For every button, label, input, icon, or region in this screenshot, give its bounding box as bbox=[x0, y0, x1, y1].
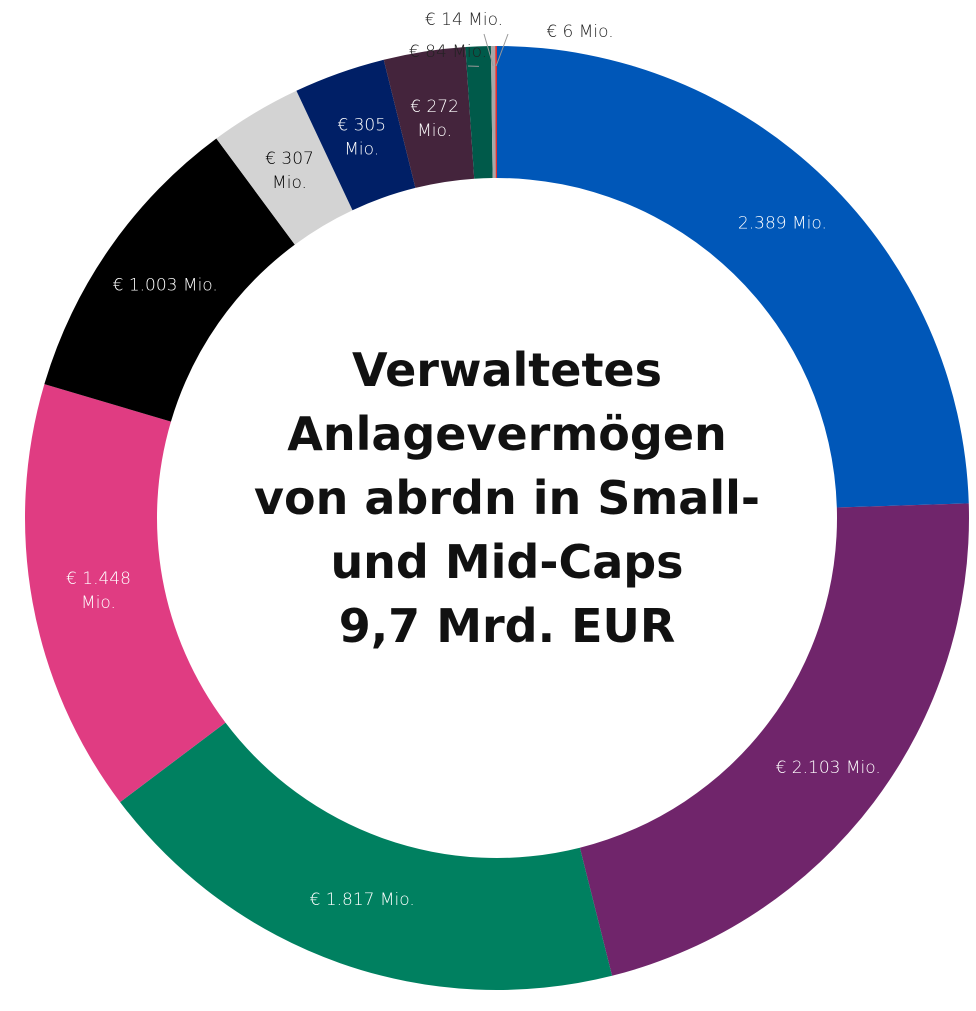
data-label: € 6 Mio. bbox=[546, 22, 613, 42]
data-label-line: Mio. bbox=[417, 121, 452, 141]
slice bbox=[24, 384, 226, 803]
chart-title: Verwaltetes Anlagevermögen von abrdn in … bbox=[254, 343, 760, 589]
slice bbox=[579, 503, 969, 976]
data-label-line: Mio. bbox=[272, 173, 307, 193]
slice bbox=[495, 46, 497, 179]
data-label: € 84 Mio. bbox=[409, 42, 487, 62]
data-label: € 1.817 Mio. bbox=[310, 890, 415, 910]
data-label-line: € 272 bbox=[410, 97, 459, 117]
center-text: Verwaltetes Anlagevermögen von abrdn in … bbox=[247, 338, 767, 658]
slice bbox=[44, 138, 295, 422]
data-label: € 1.003 Mio. bbox=[113, 276, 218, 296]
data-label: € 307 Mio. bbox=[265, 149, 314, 193]
slice bbox=[216, 90, 353, 245]
data-label: € 272 Mio. bbox=[410, 97, 459, 141]
slice bbox=[120, 722, 613, 990]
data-label-line: € 1.448 bbox=[66, 569, 131, 589]
data-label: € 305 Mio. bbox=[337, 115, 386, 159]
chart-subtitle: 9,7 Mrd. EUR bbox=[338, 599, 676, 653]
data-label: € 2.103 Mio. bbox=[776, 758, 881, 778]
leader-line bbox=[495, 33, 509, 67]
leader-line bbox=[483, 33, 494, 67]
data-label-line: Mio. bbox=[81, 593, 116, 613]
slice bbox=[296, 59, 416, 211]
data-label-line: € 305 bbox=[337, 115, 386, 135]
data-label-line: € 307 bbox=[265, 149, 314, 169]
slice bbox=[497, 46, 969, 508]
data-label: 2.389 Mio. bbox=[738, 214, 827, 234]
slice bbox=[490, 46, 496, 179]
data-label: € 14 Mio. bbox=[425, 10, 503, 30]
slice bbox=[383, 47, 475, 188]
slice bbox=[465, 46, 493, 179]
data-label: € 1.448 Mio. bbox=[66, 569, 131, 613]
data-label-line: Mio. bbox=[344, 139, 379, 159]
